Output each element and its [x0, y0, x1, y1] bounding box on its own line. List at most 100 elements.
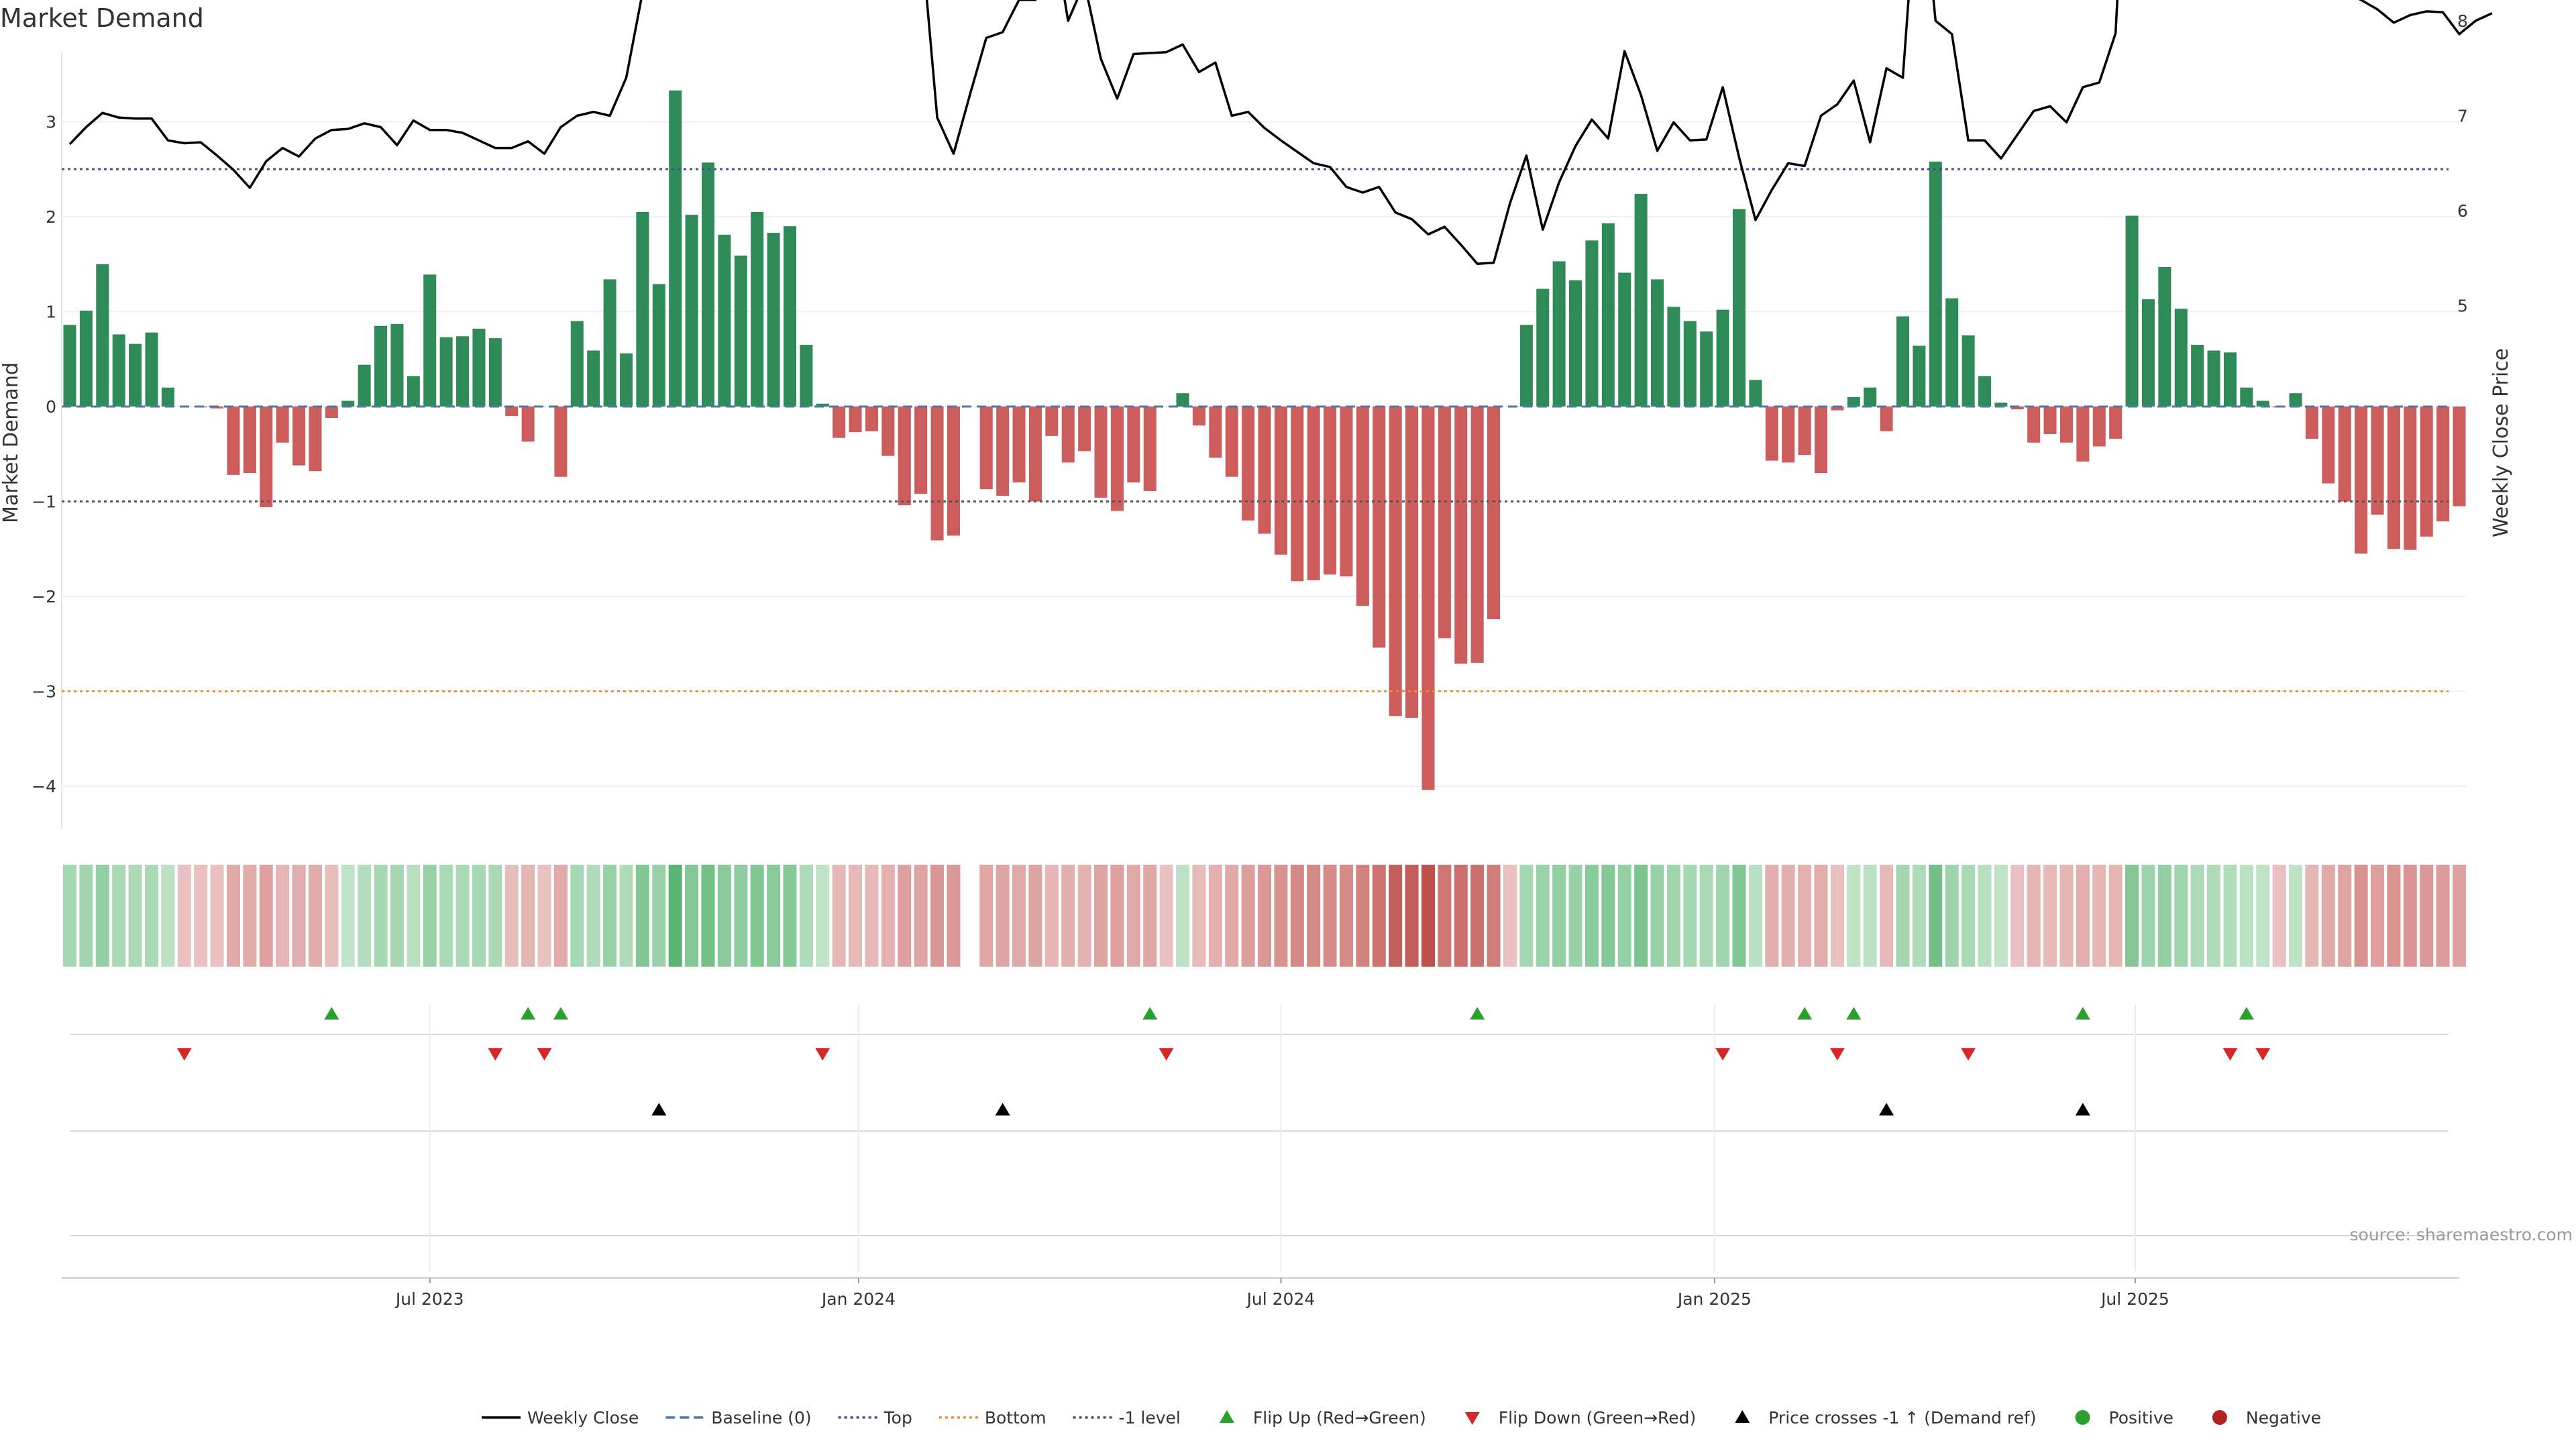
heat-cell-97: [1650, 865, 1664, 967]
legend-label-6: Flip Down (Green→Red): [1499, 1408, 1697, 1428]
heat-cell-89: [1519, 865, 1534, 967]
heat-cell-114: [1929, 865, 1943, 967]
heat-cell-62: [1077, 865, 1091, 967]
heat-cell-68: [1176, 865, 1190, 967]
heat-cell-106: [1798, 865, 1812, 967]
demand-bar-56: [979, 407, 993, 490]
left-axis-ticks: 3 2 1 0 −1 −2 −3 −4: [32, 113, 56, 797]
demand-bar-139: [2338, 407, 2351, 502]
heat-cell-32: [586, 865, 600, 967]
heat-cell-66: [1143, 865, 1157, 967]
flip-up-marker-7: [2075, 1007, 2090, 1020]
heat-cell-83: [1421, 865, 1435, 967]
heat-cell-12: [259, 865, 273, 967]
heat-cell-34: [619, 865, 633, 967]
legend-swatch-7: [1735, 1410, 1750, 1423]
demand-bar-0: [63, 325, 76, 407]
heat-cell-21: [407, 865, 421, 967]
heat-cell-1: [79, 865, 93, 967]
heat-cell-70: [1208, 865, 1222, 967]
heat-cell-102: [1732, 865, 1746, 967]
flip-up-marker-1: [521, 1007, 536, 1020]
heat-cell-53: [930, 865, 945, 967]
heat-cell-143: [2403, 865, 2417, 967]
heat-cell-38: [685, 865, 699, 967]
heat-cell-133: [2239, 865, 2253, 967]
demand-bar-98: [1667, 307, 1680, 407]
heat-cell-142: [2387, 865, 2401, 967]
demand-bar-91: [1552, 261, 1566, 407]
demand-bar-106: [1798, 407, 1811, 455]
demand-heat-strip: [62, 865, 2467, 967]
left-tick-3: 0: [46, 397, 56, 417]
heat-cell-138: [2321, 865, 2335, 967]
demand-bar-19: [374, 325, 388, 407]
left-tick-6: −3: [32, 682, 56, 702]
demand-bar-128: [2158, 266, 2171, 407]
demand-bar-102: [1733, 209, 1746, 407]
heat-cell-63: [1094, 865, 1108, 967]
demand-bar-134: [2256, 400, 2269, 407]
price-cross-marker-0: [651, 1103, 667, 1116]
legend-label-9: Negative: [2246, 1408, 2321, 1428]
demand-bar-14: [292, 407, 306, 466]
demand-bar-25: [472, 328, 486, 407]
demand-bar-42: [751, 211, 764, 407]
heat-cell-81: [1389, 865, 1403, 967]
demand-bar-97: [1651, 279, 1664, 407]
heat-cell-105: [1781, 865, 1795, 967]
legend-swatch-9: [2212, 1410, 2227, 1425]
demand-bar-75: [1291, 407, 1304, 582]
heat-cell-120: [2027, 865, 2041, 967]
heat-cell-45: [799, 865, 813, 967]
price-line: [68, 0, 2493, 265]
heat-cell-126: [2125, 865, 2139, 967]
flip-up-marker-8: [2239, 1007, 2254, 1020]
demand-bar-27: [505, 407, 519, 417]
heat-cell-52: [914, 865, 928, 967]
legend-item-6: Flip Down (Green→Red): [1464, 1408, 1697, 1428]
legend-label-2: Top: [883, 1408, 912, 1428]
heat-cell-91: [1552, 865, 1566, 967]
heat-cell-94: [1601, 865, 1615, 967]
heat-cell-101: [1716, 865, 1730, 967]
heat-cell-37: [668, 865, 682, 967]
heat-cell-44: [783, 865, 797, 967]
demand-bar-94: [1601, 223, 1615, 407]
heat-cell-103: [1748, 865, 1762, 967]
legend-label-0: Weekly Close: [527, 1408, 639, 1428]
legend-label-7: Price crosses -1 ↑ (Demand ref): [1768, 1408, 2036, 1428]
chart-title: Market Demand: [0, 3, 204, 33]
demand-bar-2: [96, 264, 109, 407]
heat-cell-139: [2338, 865, 2352, 967]
demand-bar-17: [341, 400, 355, 407]
heat-cell-59: [1028, 865, 1042, 967]
demand-bar-85: [1454, 407, 1468, 664]
demand-bar-23: [439, 337, 453, 407]
heat-cell-84: [1438, 865, 1452, 967]
demand-bar-99: [1683, 321, 1697, 407]
heat-cell-47: [832, 865, 846, 967]
demand-bar-114: [1929, 161, 1942, 407]
demand-bar-26: [488, 338, 502, 407]
heat-cell-69: [1192, 865, 1206, 967]
heat-cell-73: [1257, 865, 1272, 967]
demand-bar-90: [1536, 288, 1550, 407]
heat-cell-30: [553, 865, 568, 967]
heat-cell-48: [849, 865, 863, 967]
heat-cell-3: [112, 865, 126, 967]
demand-bar-127: [2141, 299, 2155, 407]
heat-cell-137: [2305, 865, 2319, 967]
x-tick-label-0: Jul 2023: [394, 1289, 464, 1309]
heat-cell-113: [1912, 865, 1926, 967]
heat-cell-132: [2223, 865, 2237, 967]
heat-cell-64: [1110, 865, 1124, 967]
demand-bar-15: [309, 407, 322, 472]
demand-bar-48: [849, 407, 862, 433]
heat-cell-88: [1503, 865, 1517, 967]
heat-cell-29: [537, 865, 551, 967]
demand-bar-51: [898, 407, 911, 506]
demand-bar-112: [1896, 316, 1910, 407]
heat-cell-72: [1241, 865, 1255, 967]
